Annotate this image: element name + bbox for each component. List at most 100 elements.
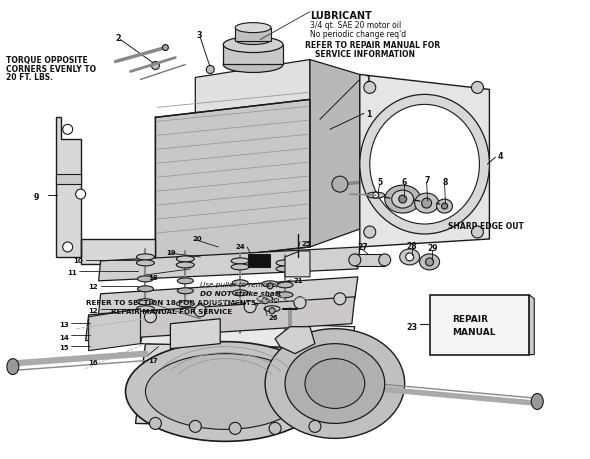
Bar bbox=[248, 254, 270, 267]
Text: 1: 1 bbox=[366, 110, 371, 119]
Ellipse shape bbox=[276, 260, 294, 266]
Ellipse shape bbox=[360, 95, 490, 235]
Bar bbox=[223, 45, 283, 65]
Polygon shape bbox=[86, 297, 355, 341]
Polygon shape bbox=[171, 319, 220, 349]
Circle shape bbox=[425, 258, 434, 266]
Text: LUBRICANT: LUBRICANT bbox=[310, 11, 372, 21]
Ellipse shape bbox=[379, 254, 391, 266]
Ellipse shape bbox=[178, 288, 194, 294]
Text: 16: 16 bbox=[88, 359, 97, 365]
Polygon shape bbox=[310, 61, 360, 247]
Ellipse shape bbox=[231, 303, 249, 309]
Circle shape bbox=[162, 45, 168, 51]
Ellipse shape bbox=[136, 254, 155, 260]
Polygon shape bbox=[136, 344, 355, 428]
Circle shape bbox=[471, 226, 483, 239]
Text: 19: 19 bbox=[166, 249, 176, 255]
Text: 6: 6 bbox=[402, 178, 407, 187]
Text: 22: 22 bbox=[270, 297, 280, 303]
Circle shape bbox=[364, 226, 376, 239]
Circle shape bbox=[441, 204, 448, 210]
Polygon shape bbox=[360, 75, 490, 247]
Circle shape bbox=[145, 311, 156, 323]
Text: REFER TO REPAIR MANUAL FOR: REFER TO REPAIR MANUAL FOR bbox=[305, 40, 440, 50]
Ellipse shape bbox=[276, 305, 294, 311]
Circle shape bbox=[332, 177, 348, 193]
Circle shape bbox=[194, 305, 206, 317]
Ellipse shape bbox=[262, 281, 278, 287]
Ellipse shape bbox=[136, 260, 155, 266]
Ellipse shape bbox=[531, 394, 543, 409]
Ellipse shape bbox=[137, 276, 153, 282]
Ellipse shape bbox=[126, 342, 325, 442]
Ellipse shape bbox=[437, 200, 453, 213]
Circle shape bbox=[244, 301, 256, 313]
Text: 2: 2 bbox=[116, 34, 121, 43]
Bar bbox=[430, 295, 529, 355]
Ellipse shape bbox=[176, 301, 194, 307]
Polygon shape bbox=[55, 175, 81, 185]
Text: 23: 23 bbox=[407, 322, 418, 331]
Text: 12: 12 bbox=[88, 283, 97, 289]
Text: SERVICE INFORMATION: SERVICE INFORMATION bbox=[315, 50, 415, 58]
Text: 25: 25 bbox=[302, 241, 312, 246]
Text: 1: 1 bbox=[365, 75, 371, 84]
Circle shape bbox=[373, 193, 379, 199]
Polygon shape bbox=[99, 247, 360, 281]
Circle shape bbox=[422, 199, 432, 208]
Ellipse shape bbox=[223, 57, 283, 73]
Text: 7: 7 bbox=[425, 176, 430, 185]
Ellipse shape bbox=[137, 286, 153, 292]
Circle shape bbox=[76, 190, 86, 200]
Bar bbox=[235, 28, 271, 41]
Bar bbox=[355, 254, 385, 266]
Circle shape bbox=[152, 62, 159, 70]
Ellipse shape bbox=[176, 263, 194, 269]
Text: 24: 24 bbox=[235, 243, 245, 249]
Text: SHARP EDGE OUT: SHARP EDGE OUT bbox=[448, 222, 523, 230]
Ellipse shape bbox=[385, 186, 421, 213]
Polygon shape bbox=[529, 295, 535, 355]
Text: 10: 10 bbox=[73, 257, 83, 263]
Circle shape bbox=[206, 67, 214, 74]
Text: 27: 27 bbox=[358, 242, 368, 252]
Circle shape bbox=[262, 298, 268, 304]
Polygon shape bbox=[140, 319, 355, 349]
Text: 14: 14 bbox=[59, 334, 68, 340]
Text: 28: 28 bbox=[407, 241, 417, 251]
Text: 3: 3 bbox=[196, 31, 202, 39]
Polygon shape bbox=[155, 100, 310, 264]
Ellipse shape bbox=[305, 359, 365, 409]
Text: TORQUE OPPOSITE: TORQUE OPPOSITE bbox=[6, 56, 88, 64]
Circle shape bbox=[269, 308, 275, 314]
Text: 17: 17 bbox=[149, 357, 158, 363]
Ellipse shape bbox=[277, 282, 293, 288]
Circle shape bbox=[63, 242, 73, 252]
Text: 4: 4 bbox=[497, 152, 503, 161]
Ellipse shape bbox=[276, 266, 294, 272]
Text: 20 FT. LBS.: 20 FT. LBS. bbox=[6, 73, 53, 82]
Text: Use puller to remove,: Use puller to remove, bbox=[200, 281, 278, 287]
Text: 15: 15 bbox=[59, 344, 68, 350]
Text: REPAIR: REPAIR bbox=[453, 314, 489, 323]
Ellipse shape bbox=[136, 299, 155, 305]
Text: No periodic change req'd: No periodic change req'd bbox=[310, 29, 406, 39]
Circle shape bbox=[267, 283, 273, 289]
Circle shape bbox=[364, 82, 376, 94]
Polygon shape bbox=[55, 118, 155, 264]
Ellipse shape bbox=[399, 249, 419, 265]
Polygon shape bbox=[88, 309, 140, 351]
Text: REFER TO SECTION 18 FOR ADJUSTMENTS,: REFER TO SECTION 18 FOR ADJUSTMENTS, bbox=[86, 299, 258, 305]
Ellipse shape bbox=[232, 280, 248, 286]
Text: 18: 18 bbox=[149, 274, 158, 280]
Text: REPAIR MANUAL FOR SERVICE: REPAIR MANUAL FOR SERVICE bbox=[110, 308, 232, 314]
Ellipse shape bbox=[277, 292, 293, 298]
Ellipse shape bbox=[370, 105, 480, 224]
Ellipse shape bbox=[231, 264, 249, 270]
Ellipse shape bbox=[392, 190, 414, 208]
Circle shape bbox=[149, 418, 162, 430]
Ellipse shape bbox=[285, 344, 385, 424]
Text: DO NOT strike shaft: DO NOT strike shaft bbox=[200, 290, 281, 296]
Ellipse shape bbox=[276, 312, 294, 318]
